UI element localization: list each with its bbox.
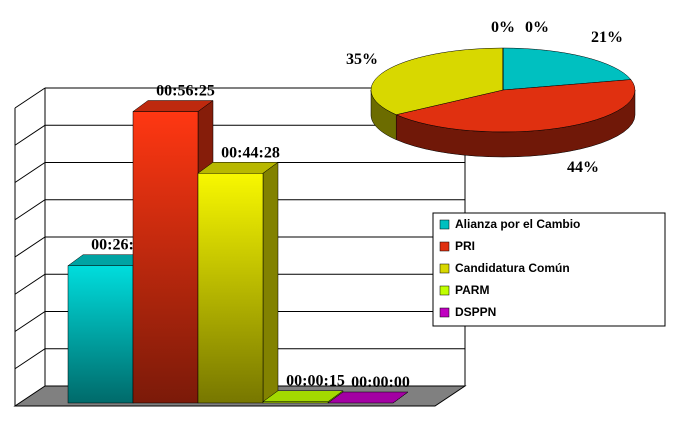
data-label: 00:44:28 (221, 144, 280, 161)
pie-slice (370, 47, 504, 115)
legend-swatch (439, 219, 450, 230)
bar-top (327, 391, 409, 404)
legend-label: DSPPN (455, 305, 496, 319)
data-label: 0% (525, 19, 549, 36)
legend-swatch (439, 285, 450, 296)
data-label: 21% (591, 29, 623, 46)
grid-line (14, 311, 465, 332)
pie-slice (502, 47, 632, 91)
legend-label: Candidatura Común (455, 261, 570, 275)
data-label: 00:00:00 (351, 374, 410, 391)
data-label: 00:56:25 (156, 83, 215, 100)
grid-line (14, 162, 465, 183)
grid-line (14, 348, 465, 370)
data-label: 44% (567, 159, 599, 176)
bar (132, 111, 199, 404)
bar-top (262, 390, 344, 402)
grid-line (14, 273, 465, 295)
bar-top (132, 100, 214, 112)
bar (197, 173, 264, 404)
legend-swatch (439, 307, 450, 318)
bar-side (262, 161, 279, 404)
legend-label: PARM (455, 283, 489, 297)
grid-line (14, 199, 465, 221)
bar-top (197, 162, 279, 174)
legend-label: PRI (455, 239, 475, 253)
pie-slice (395, 79, 636, 133)
data-label: 0% (491, 19, 515, 36)
legend-label: Alianza por el Cambio (455, 217, 580, 231)
grid-line (14, 236, 465, 258)
legend-swatch (439, 241, 450, 252)
grid-line (14, 124, 465, 146)
data-label: 00:00:15 (286, 373, 345, 390)
data-label: 35% (346, 51, 378, 68)
legend-swatch (439, 263, 450, 274)
legend-box (432, 212, 666, 327)
bar (67, 265, 134, 404)
